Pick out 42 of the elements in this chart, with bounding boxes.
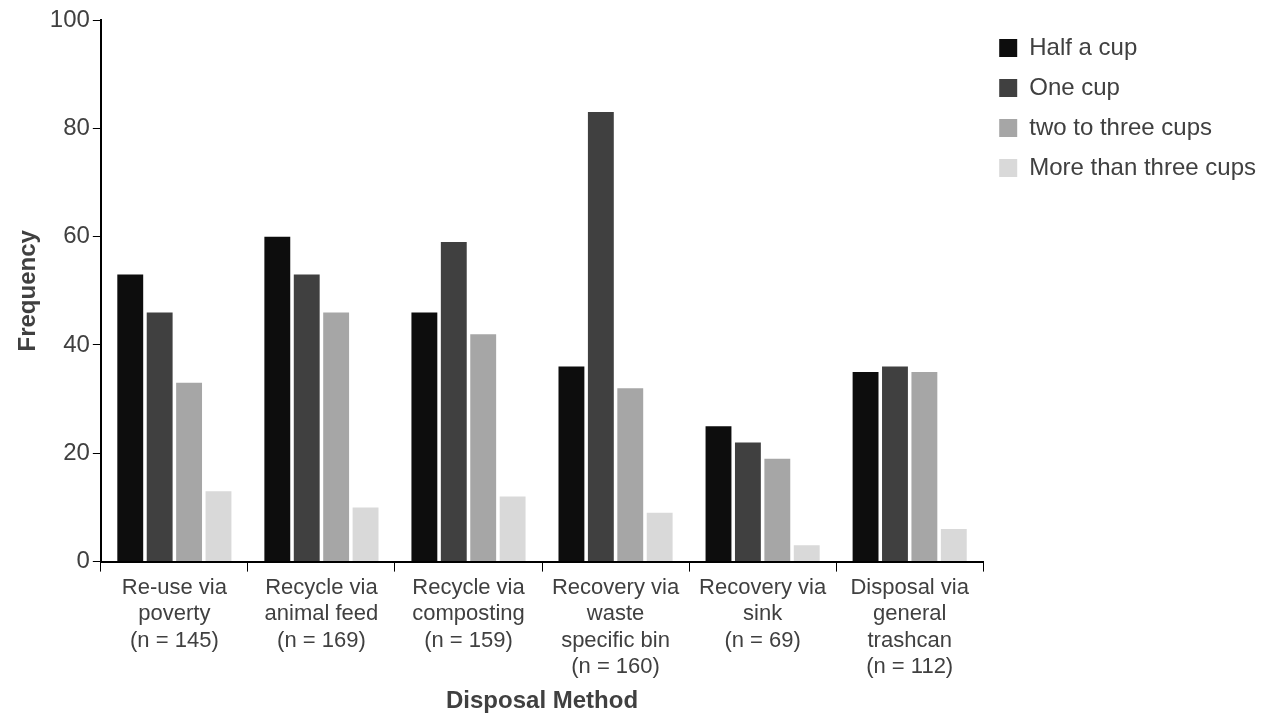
bar — [558, 366, 585, 562]
bar — [882, 366, 908, 562]
bar — [734, 442, 761, 562]
bar — [293, 274, 320, 562]
y-tick-label: 100 — [49, 4, 90, 32]
bar — [587, 112, 614, 562]
bar — [117, 274, 144, 562]
bar — [470, 334, 497, 562]
x-tick-label: Recovery via waste specific bin (n = 160) — [551, 573, 680, 679]
bar — [499, 496, 526, 562]
y-tick-label: 0 — [76, 546, 90, 574]
bar — [323, 312, 350, 562]
bar — [411, 312, 438, 562]
y-tick-label: 40 — [63, 329, 90, 357]
legend-label: One cup — [1029, 72, 1120, 100]
bar — [146, 312, 173, 562]
bar — [440, 242, 467, 562]
bar — [646, 512, 673, 562]
bar — [793, 545, 820, 562]
x-tick-label: Disposal via general trashcan (n = 112) — [850, 573, 970, 679]
y-axis-title: Frequency — [13, 229, 41, 352]
bar — [705, 426, 732, 562]
x-tick-label: Re-use via poverty (n = 145) — [121, 573, 228, 652]
y-tick-label: 60 — [63, 221, 90, 249]
bar — [176, 382, 203, 562]
bar — [764, 458, 791, 562]
legend-label: More than three cups — [1029, 152, 1256, 180]
x-axis-title: Disposal Method — [446, 686, 639, 714]
bar — [617, 388, 644, 562]
bar — [205, 491, 232, 562]
x-tick-label: Recycle via animal feed (n = 169) — [264, 573, 379, 652]
legend-label: Half a cup — [1029, 32, 1138, 60]
bar — [852, 372, 879, 562]
legend-label: two to three cups — [1029, 112, 1212, 140]
bar — [911, 372, 938, 562]
y-tick-label: 20 — [63, 437, 90, 465]
bar — [264, 236, 291, 562]
y-tick-label: 80 — [63, 112, 90, 140]
bar — [352, 507, 379, 562]
bar — [940, 529, 967, 562]
x-tick-label: Recovery via sink (n = 69) — [699, 573, 827, 652]
x-tick-label: Recycle via composting (n = 159) — [412, 573, 526, 652]
